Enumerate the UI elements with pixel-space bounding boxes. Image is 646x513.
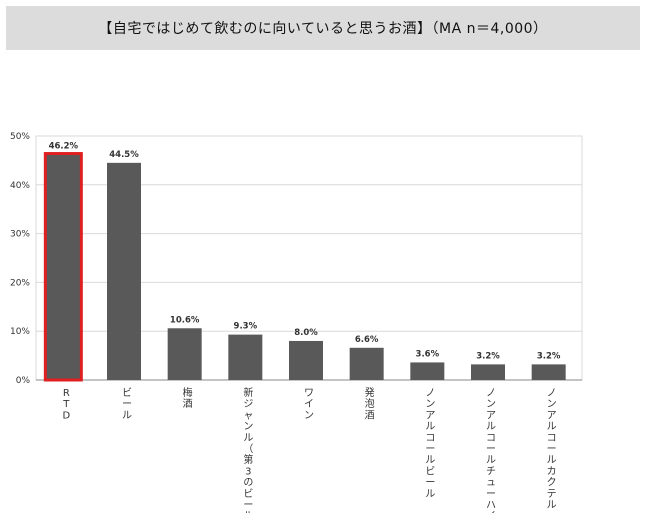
data-label: 10.6% [170,315,200,325]
x-category-label: ノンアルコールカクテル [547,388,557,511]
y-tick-label: 50% [10,132,30,142]
y-tick-label: 40% [10,181,30,191]
bar [289,340,323,380]
chart-title: 【自宅ではじめて飲むのに向いていると思うお酒】（MA n＝4,000） [98,21,548,37]
x-category-label: 発泡酒 [365,386,375,421]
x-category-label: ビール [122,387,132,421]
x-category-label: ワイン [304,388,314,421]
bar [228,334,263,380]
data-label: 3.2% [476,351,500,361]
bar [46,154,81,380]
x-category-label: 梅酒 [183,386,193,410]
x-category-label: 新ジャンル（第3のビール） [243,386,253,513]
data-label: 9.3% [234,322,258,332]
data-label: 46.2% [49,142,79,152]
bar [531,364,566,380]
bar [167,328,202,380]
bar [107,162,141,380]
y-tick-label: 10% [10,327,30,337]
data-label: 8.0% [294,328,318,338]
x-category-label: ノンアルコールビール [425,388,435,500]
bar [471,364,505,380]
title-bar: 【自宅ではじめて飲むのに向いていると思うお酒】（MA n＝4,000） [6,6,640,50]
data-label: 44.5% [109,150,139,160]
bar-highlight-frame [43,152,83,382]
data-label: 3.6% [416,349,440,359]
bar [349,347,384,380]
bar [410,362,445,380]
y-tick-label: 30% [10,230,30,240]
y-tick-label: 0% [16,376,31,386]
x-category-label: ノンアルコールチューハイ [486,388,496,513]
data-label: 6.6% [355,335,379,345]
data-label: 3.2% [537,351,561,361]
y-tick-label: 20% [10,278,30,288]
